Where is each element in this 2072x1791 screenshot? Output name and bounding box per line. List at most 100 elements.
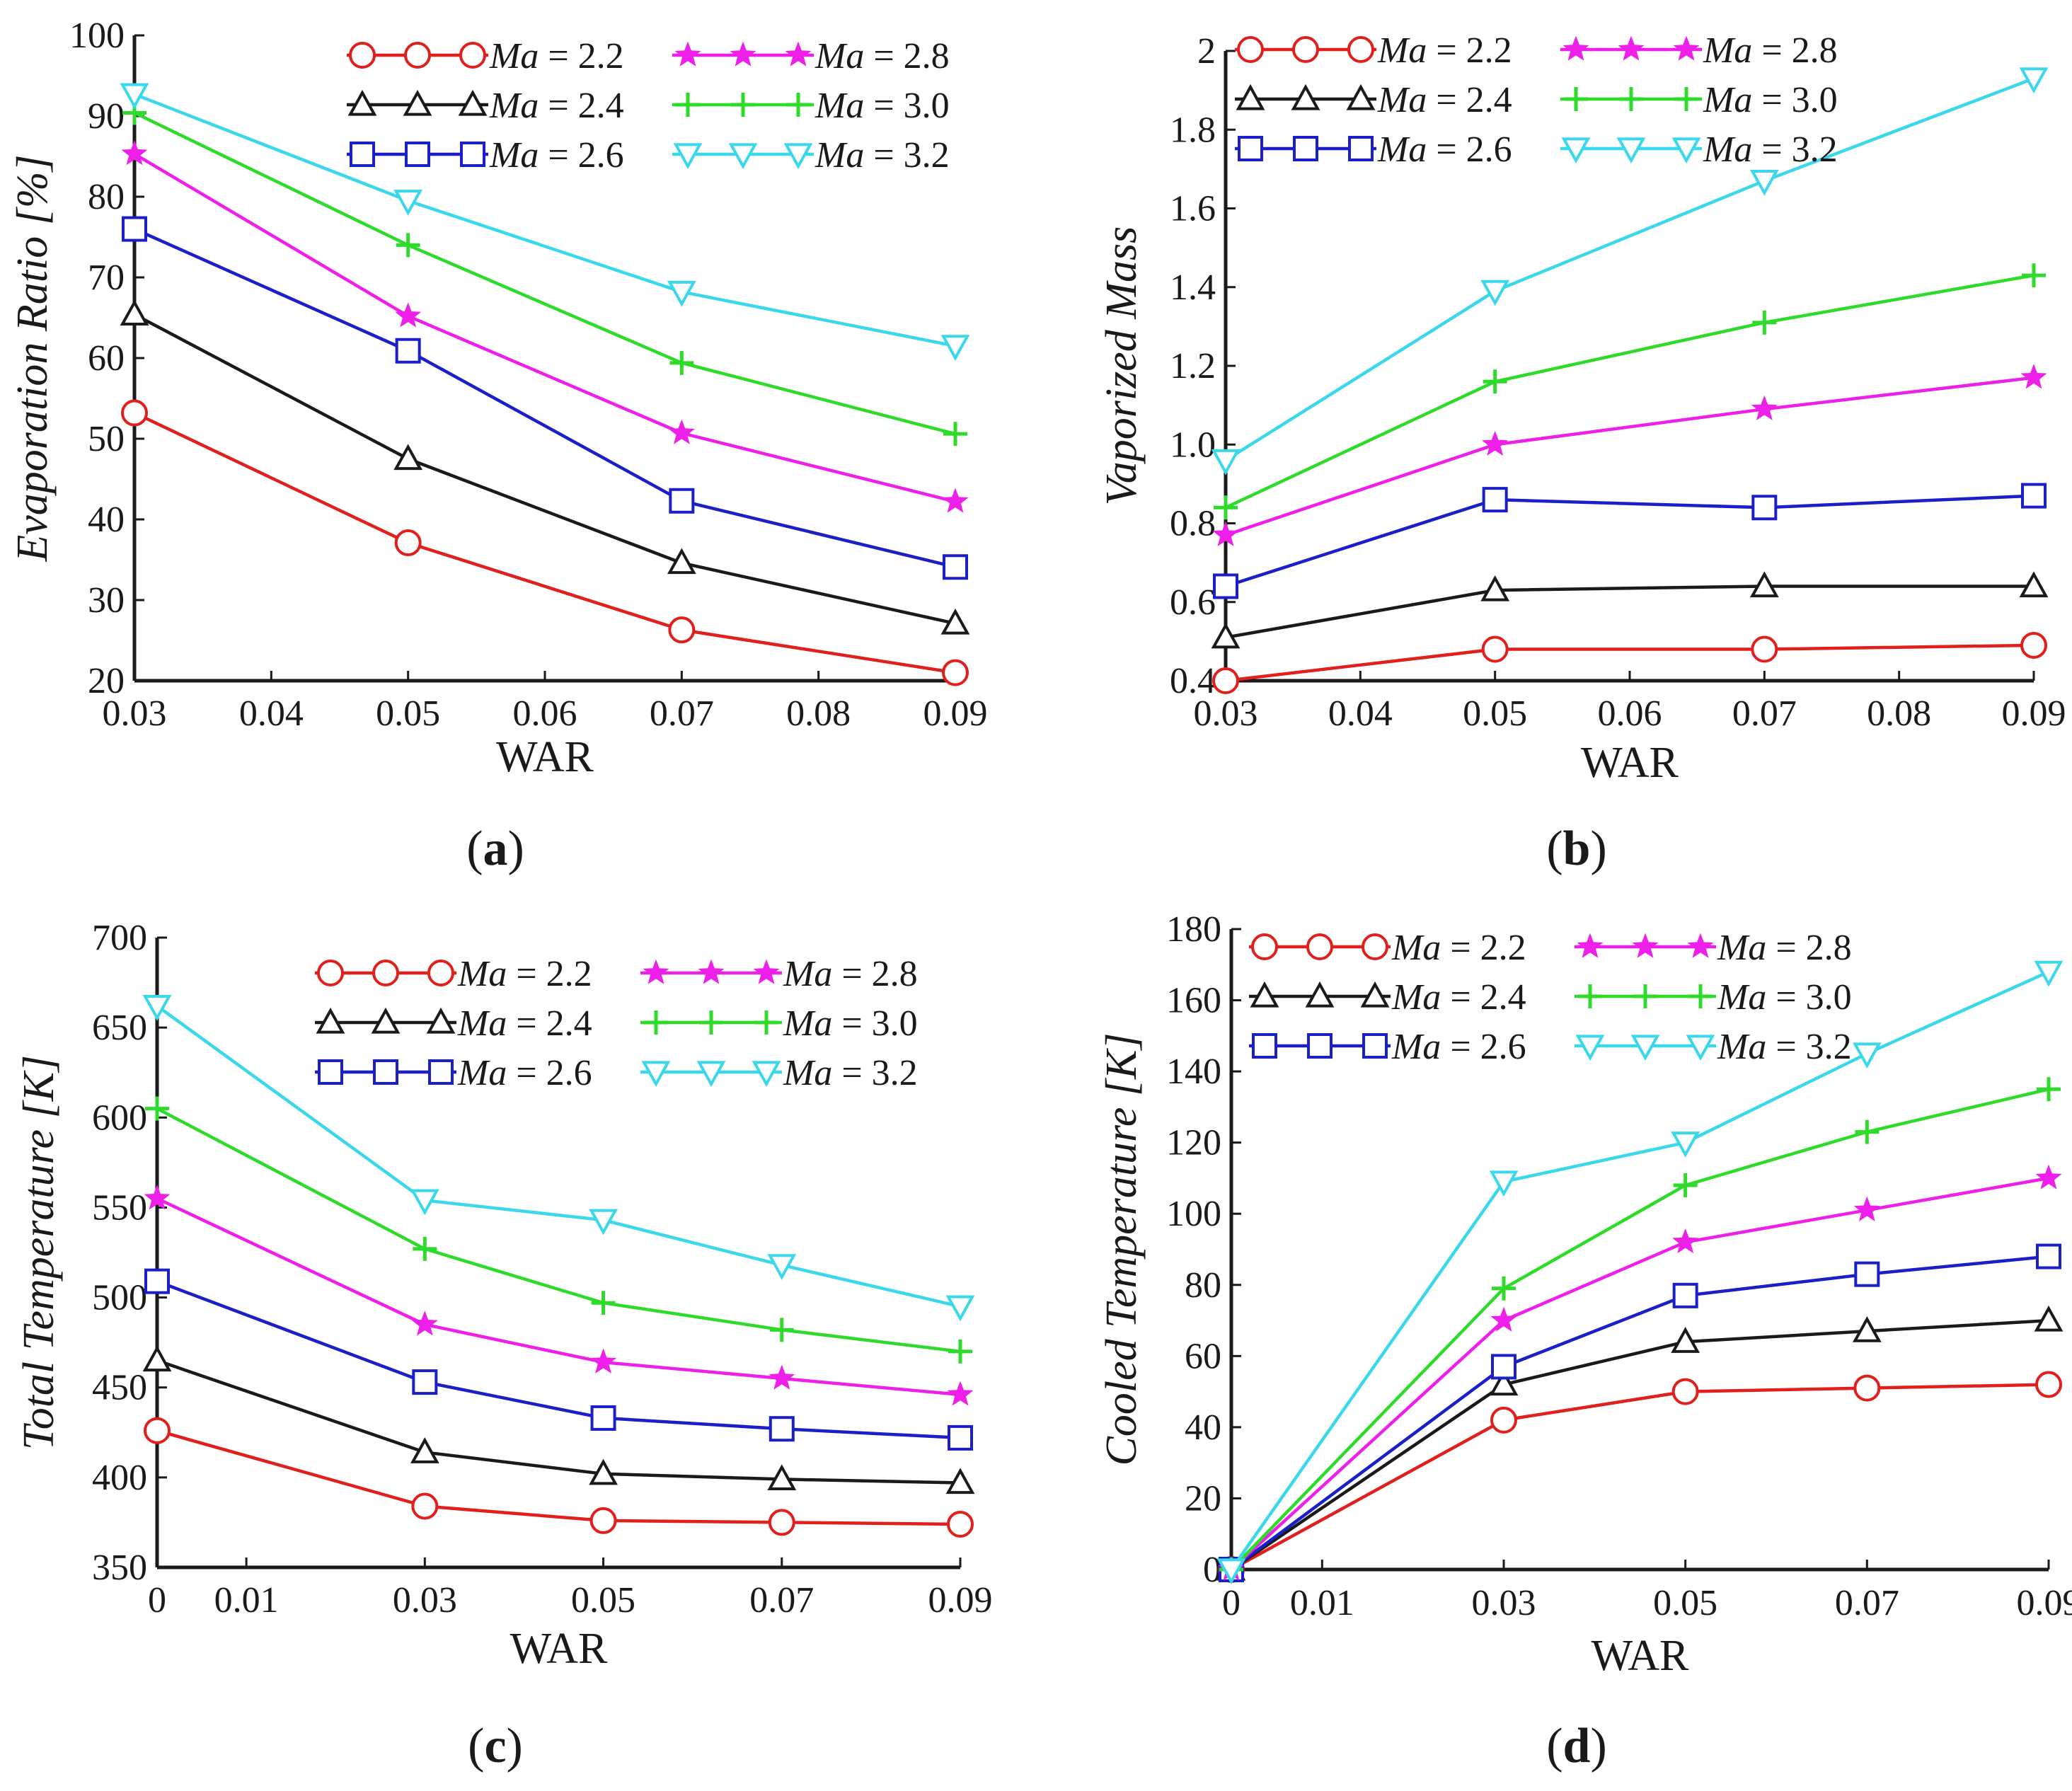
panel-c-series-ma-3-2-point: [410, 1189, 439, 1216]
legend-label: Ma = 3.2: [1703, 129, 1838, 170]
legend-label: Ma = 2.2: [489, 36, 624, 76]
panel-b-series-ma-2-2-point: [1212, 667, 1239, 694]
legend-label: Ma = 2.8: [1717, 928, 1852, 968]
panel-a-series-ma-2-4-point: [940, 608, 970, 635]
panel-d-legend-item-ma-2-4: Ma = 2.4: [1249, 977, 1526, 1018]
panel-b-y-tick-label: 0.4: [1170, 661, 1216, 701]
panel-c-legend-item-ma-3-2: Ma = 3.2: [640, 1053, 918, 1093]
legend-label-value: = 2.4: [1427, 80, 1512, 120]
panel-b-series-ma-3-2-line: [1224, 76, 2034, 462]
legend-marker: [785, 41, 812, 67]
panel-c-series-ma-2-8-point: [769, 1364, 795, 1390]
panel-c-x-tick-label: 0.07: [749, 1580, 814, 1620]
panel-b-series-ma-2-6: [1213, 483, 2047, 599]
panel-a-series-ma-2-8-point: [395, 302, 422, 328]
panel-b-series-ma-2-8-line: [1225, 376, 2034, 537]
panel-d-x-tick-label: 0.05: [1653, 1583, 1717, 1623]
panel-b-series-ma-2-4-point: [2019, 571, 2049, 598]
legend-label-value: = 2.8: [832, 954, 917, 994]
panel-a-series-ma-2-4-point: [120, 299, 149, 326]
panel-d-series-ma-2-2-point: [2035, 1371, 2062, 1398]
panel-d-series-ma-2-6: [1219, 1243, 2061, 1582]
legend-label-symbol: Ma: [783, 1053, 832, 1093]
panel-d-y-tick-label: 60: [1185, 1336, 1221, 1376]
legend-label-symbol: Ma: [1703, 30, 1752, 71]
legend-label-symbol: Ma: [1377, 30, 1427, 71]
legend-marker: [458, 89, 488, 116]
panel-b-series-ma-2-6-point: [1482, 487, 1508, 513]
panel-a-series-ma-2-8-point: [668, 419, 695, 444]
legend-marker: [1250, 981, 1279, 1008]
panel-b-series-ma-2-4: [1211, 571, 2049, 649]
legend-marker: [644, 1010, 668, 1035]
panel-c-x-tick-label: 0.05: [571, 1580, 635, 1620]
panel-a-series-ma-2-8: [121, 140, 969, 513]
panel-b-series-ma-3-0-line: [1225, 273, 2034, 509]
legend-label-value: = 3.0: [1752, 80, 1837, 120]
legend-label: Ma = 2.2: [1377, 30, 1512, 71]
panel-d-series-ma-2-6-point: [2036, 1243, 2061, 1269]
panel-b-y-tick-label: 2: [1197, 31, 1216, 71]
legend-label: Ma = 3.0: [783, 1003, 918, 1044]
legend-marker: [404, 42, 431, 69]
panel-b-series-ma-2-2-point: [1751, 635, 1778, 663]
panel-c-legend-item-ma-2-6: Ma = 2.6: [315, 1053, 592, 1093]
legend-marker: [373, 1059, 398, 1085]
panel-c-series-ma-3-0-point: [145, 1096, 169, 1121]
panel-d-series-ma-2-6-point: [1854, 1261, 1880, 1287]
panel-a-series-ma-2-2-point: [668, 616, 696, 644]
panel-c-series-ma-3-2-point: [767, 1254, 797, 1280]
panel-b-y-axis-label: Vaporized Mass: [1098, 226, 1146, 505]
panel-d-series-ma-2-6-point: [1672, 1282, 1698, 1308]
legend-marker: [426, 1007, 456, 1034]
panel-a-series-ma-3-2-point: [393, 190, 423, 216]
panel-d-x-tick-label: 0.01: [1290, 1583, 1354, 1623]
panel-c-series-ma-2-4-point: [945, 1468, 975, 1495]
legend-label-symbol: Ma: [815, 36, 864, 76]
panel-b-series-ma-3-0: [1214, 263, 2046, 520]
panel-c: 0 0.01 0.03 0.05 0.07 0.09 350 400 450 500 550 600 6…: [15, 918, 993, 1773]
panel-a-y-tick-label: 30: [88, 580, 125, 621]
panel-b-series-ma-2-8-point: [1751, 395, 1778, 420]
legend-marker: [752, 1061, 781, 1088]
panel-d-y-tick-label: 40: [1185, 1407, 1221, 1448]
panel-c-series-ma-2-4-point: [767, 1464, 797, 1490]
panel-a: 0.03 0.04 0.05 0.06 0.07 0.08 0.09 20 30 40 50 60 70…: [8, 16, 988, 876]
legend-label: Ma = 2.4: [457, 1003, 592, 1044]
legend-marker: [676, 93, 700, 117]
legend-marker: [753, 959, 780, 984]
panel-b-label: (b): [1546, 822, 1607, 876]
panel-b-y-tick-label: 1.6: [1170, 189, 1216, 229]
panel-label-paren: ): [507, 1719, 523, 1773]
panel-c-y-tick-label: 450: [92, 1368, 147, 1408]
legend-label-value: = 3.2: [864, 135, 949, 175]
legend-marker: [1671, 137, 1701, 164]
panel-d-series-ma-3-2-point: [1489, 1170, 1519, 1197]
panel-d-series-ma-3-0-line: [1230, 1088, 2049, 1571]
legend-marker: [1633, 984, 1657, 1008]
legend-marker: [674, 41, 701, 67]
panel-b-series-ma-2-6-point: [1751, 495, 1778, 521]
legend-label: Ma = 2.8: [1703, 30, 1838, 71]
legend-label-value: = 3.2: [1766, 1027, 1851, 1067]
legend-marker: [728, 143, 758, 170]
legend-label-value: = 2.6: [1441, 1027, 1526, 1067]
panel-b-series-ma-3-0-point: [1214, 495, 1238, 520]
panel-b-x-tick-label: 0.08: [1867, 693, 1931, 734]
panel-a-series-ma-2-2-point: [121, 399, 148, 427]
legend-label: Ma = 3.2: [1717, 1027, 1852, 1067]
legend-label-value: = 2.4: [1441, 977, 1526, 1018]
legend-label: Ma = 2.6: [1391, 1027, 1526, 1067]
panel-a-series-ma-3-2: [120, 83, 970, 362]
legend-label: Ma = 2.4: [1391, 977, 1526, 1018]
panel-d-series-ma-2-6-point: [1491, 1354, 1516, 1380]
legend-label-value: = 2.4: [507, 1003, 592, 1044]
panel-b-series-ma-3-2-point: [1211, 449, 1241, 476]
panel-a-series-ma-2-2: [121, 399, 969, 686]
panel-a-y-tick-label: 70: [88, 258, 125, 298]
panel-b-series-ma-2-6-line: [1225, 494, 2034, 588]
legend-label-value: = 3.0: [864, 86, 949, 126]
legend-marker: [1632, 933, 1659, 958]
panel-label-paren: (: [1546, 822, 1562, 876]
legend-marker: [1564, 87, 1588, 111]
